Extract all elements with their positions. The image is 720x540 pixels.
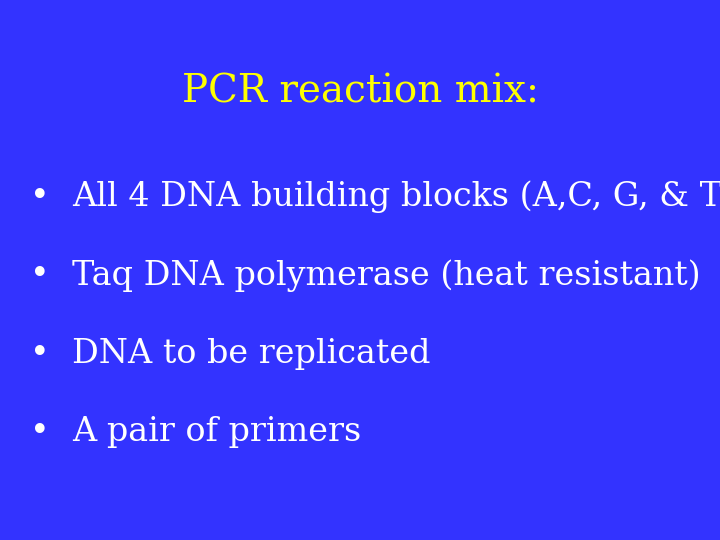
Text: •: • <box>30 259 50 292</box>
Text: •: • <box>30 416 50 448</box>
Text: A pair of primers: A pair of primers <box>72 416 361 448</box>
Text: •: • <box>30 338 50 370</box>
Text: PCR reaction mix:: PCR reaction mix: <box>181 73 539 110</box>
Text: All 4 DNA building blocks (A,C, G, & T): All 4 DNA building blocks (A,C, G, & T) <box>72 181 720 213</box>
Text: DNA to be replicated: DNA to be replicated <box>72 338 431 370</box>
Text: •: • <box>30 181 50 213</box>
Text: Taq DNA polymerase (heat resistant): Taq DNA polymerase (heat resistant) <box>72 259 701 292</box>
